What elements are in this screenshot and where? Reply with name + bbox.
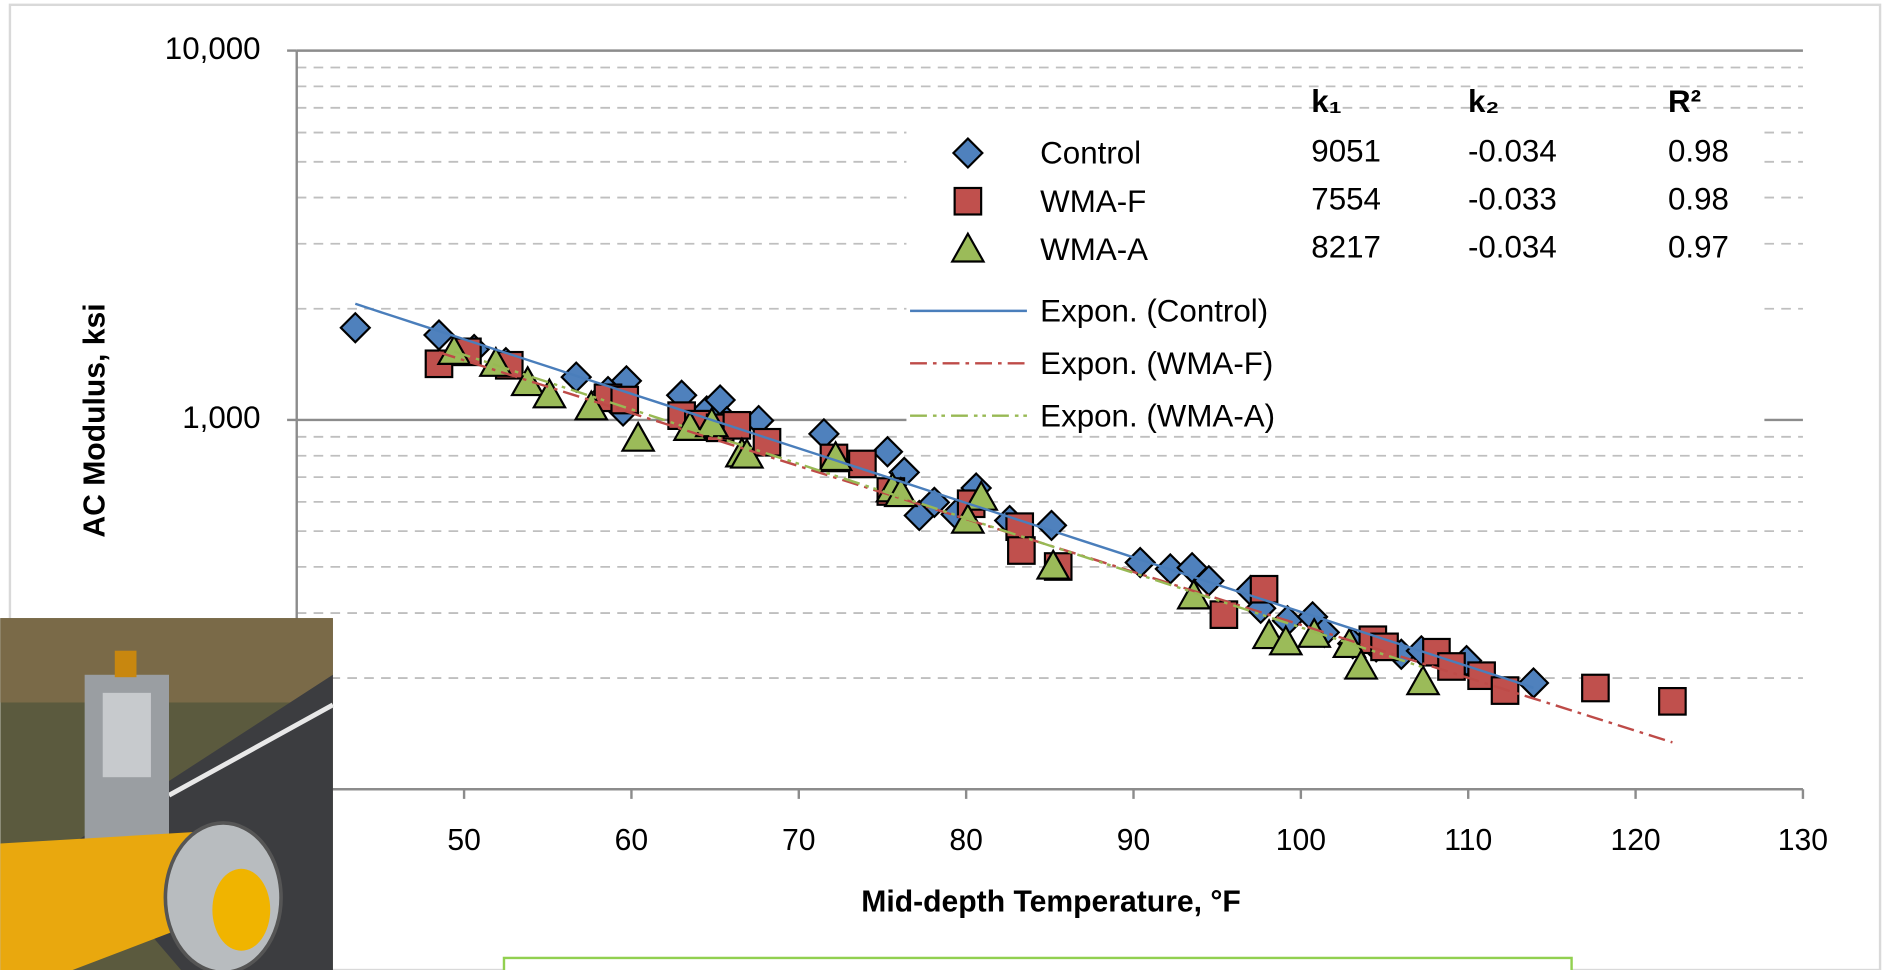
photo-device-panel [102,692,151,778]
fit-value: 8217 [1311,230,1381,265]
triangle-point [729,437,765,469]
triangle-point [1331,627,1367,659]
x-tick-label: 100 [1276,824,1326,857]
square-point [1007,536,1036,565]
photo-hub [212,868,271,951]
square-point [722,410,752,440]
triangle-point [573,389,609,421]
square-point [1437,652,1466,681]
legend-background [906,130,1765,434]
triangle-point [510,365,546,397]
trend-line [354,302,1534,689]
x-tick-label: 110 [1444,824,1492,857]
triangle-point [883,476,919,508]
fit-value: -0.033 [1468,182,1557,217]
fit-value: -0.034 [1468,133,1557,168]
legend-marker [951,137,984,170]
trend-line [438,351,1673,744]
x-tick-label: 130 [1778,824,1828,857]
triangle-point [531,377,567,409]
fit-header: k₂ [1468,84,1499,119]
fit-header: R² [1668,84,1701,119]
triangle-point [620,420,656,452]
x-tick-label: 80 [949,824,983,857]
photo-beacon [114,650,137,678]
triangle-point [1035,548,1071,580]
square-point [1581,673,1610,703]
y-tick-label: 10,000 [165,31,261,66]
diamond-point [1124,546,1157,579]
fit-value: 0.98 [1668,182,1729,217]
triangle-point [1343,648,1379,680]
legend-label: WMA-A [1040,232,1148,267]
trend-line [453,350,1424,669]
legend-marker [950,231,986,263]
diamond-point [871,435,904,468]
photo-road-line [167,702,335,798]
plot: k₁ k₂ R² Control 9051 -0.034 0.98 Expon. (Contr… [339,84,1729,744]
x-tick-label: 120 [1610,824,1660,857]
legend-marker [953,186,983,216]
fit-value: 9051 [1311,133,1381,168]
square-point [1249,574,1279,604]
fit-value: 7554 [1311,182,1381,217]
diamond-point [339,311,372,344]
legend-label: Control [1040,136,1141,171]
triangle-point [1405,664,1441,696]
note-box [502,956,1573,970]
fit-header: k₁ [1311,84,1341,119]
photo [0,618,335,970]
legend-label: Expon. (WMA-A) [1040,398,1275,433]
x-axis-title: Mid-depth Temperature, °F [861,886,1241,919]
x-tick-label: 60 [615,824,648,857]
square-point [1658,686,1687,716]
square-point [1370,632,1399,662]
x-tick-label: 90 [1117,824,1151,857]
fit-value: 0.97 [1668,230,1729,265]
legend-label: Expon. (Control) [1040,294,1268,329]
fit-value: 0.98 [1668,133,1729,168]
fit-value: -0.034 [1468,230,1557,265]
square-point [1209,600,1239,629]
y-axis-title: AC Modulus, ksi [79,303,112,537]
y-tick-label: 1,000 [182,400,260,435]
x-tick-label: 70 [782,824,816,857]
legend-label: WMA-F [1040,184,1146,219]
triangle-point [1268,624,1304,656]
triangle-point [436,333,472,365]
x-tick-label: 50 [447,824,481,857]
legend-label: Expon. (WMA-F) [1040,346,1273,381]
triangle-point [963,479,999,511]
